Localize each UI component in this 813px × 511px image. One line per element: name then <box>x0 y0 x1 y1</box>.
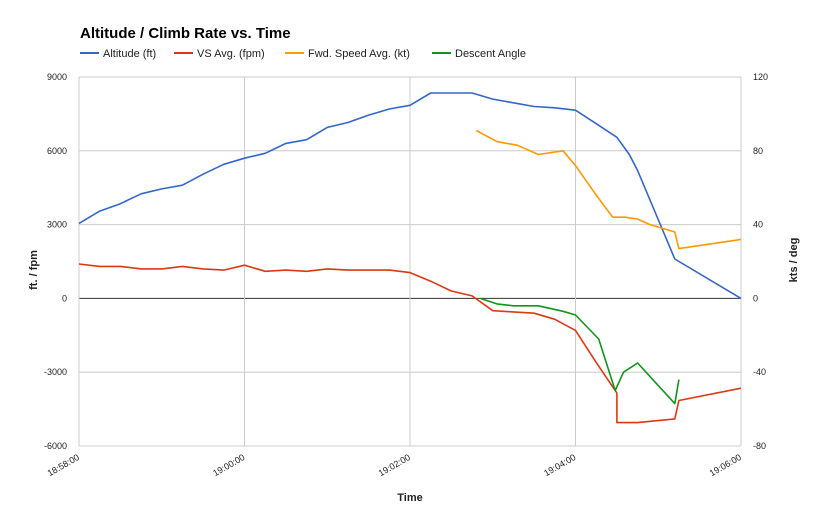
legend-item-descent-angle: Descent Angle <box>432 48 526 60</box>
series-line-altitude-ft <box>78 92 742 300</box>
gridlines <box>78 76 742 447</box>
y-right-tick-label: 80 <box>753 146 763 156</box>
y-right-tick-label: 120 <box>753 72 768 82</box>
y-right-tick-labels: 120 80 40 0 -40 -80 <box>753 72 768 451</box>
legend-label-descent-angle: Descent Angle <box>455 48 526 60</box>
legend-label-altitude: Altitude (ft) <box>103 48 156 60</box>
legend-label-fwd-speed: Fwd. Speed Avg. (kt) <box>308 48 410 60</box>
x-axis-title: Time <box>397 492 422 504</box>
series-lines <box>78 92 742 424</box>
y-left-tick-label: -3000 <box>44 367 67 377</box>
y-left-tick-labels: 9000 6000 3000 0 -3000 -6000 <box>44 72 67 451</box>
series-line-vs-avg-fpm <box>78 263 742 424</box>
y-right-tick-label: -40 <box>753 367 766 377</box>
legend: Altitude (ft) VS Avg. (fpm) Fwd. Speed A… <box>80 48 526 60</box>
y-left-tick-label: 0 <box>62 293 67 303</box>
y-left-tick-label: 9000 <box>47 72 67 82</box>
y-right-tick-label: 0 <box>753 293 758 303</box>
legend-item-fwd-speed: Fwd. Speed Avg. (kt) <box>285 48 410 60</box>
y-right-tick-label: 40 <box>753 220 763 230</box>
chart-title: Altitude / Climb Rate vs. Time <box>80 25 291 42</box>
y-left-tick-label: 3000 <box>47 220 67 230</box>
y-left-tick-label: 6000 <box>47 146 67 156</box>
x-tick-label: 19:02:00 <box>377 452 412 478</box>
y-axis-left-title: ft. / fpm <box>28 250 40 290</box>
y-right-tick-label: -80 <box>753 441 766 451</box>
series-line-fwd-speed-avg-kt <box>475 129 742 250</box>
y-axis-right-title: kts / deg <box>788 238 800 283</box>
legend-item-altitude: Altitude (ft) <box>80 48 156 60</box>
x-tick-label: 19:00:00 <box>211 452 246 478</box>
y-left-tick-label: -6000 <box>44 441 67 451</box>
x-tick-label: 18:58:00 <box>46 452 81 478</box>
series-line-descent-angle <box>480 297 680 405</box>
x-tick-label: 19:06:00 <box>708 452 743 478</box>
legend-item-vs-avg: VS Avg. (fpm) <box>174 48 265 60</box>
legend-label-vs-avg: VS Avg. (fpm) <box>197 48 265 60</box>
x-tick-label: 19:04:00 <box>542 452 577 478</box>
x-tick-labels: 18:58:00 19:00:00 19:02:00 19:04:00 19:06:00 <box>46 452 743 478</box>
